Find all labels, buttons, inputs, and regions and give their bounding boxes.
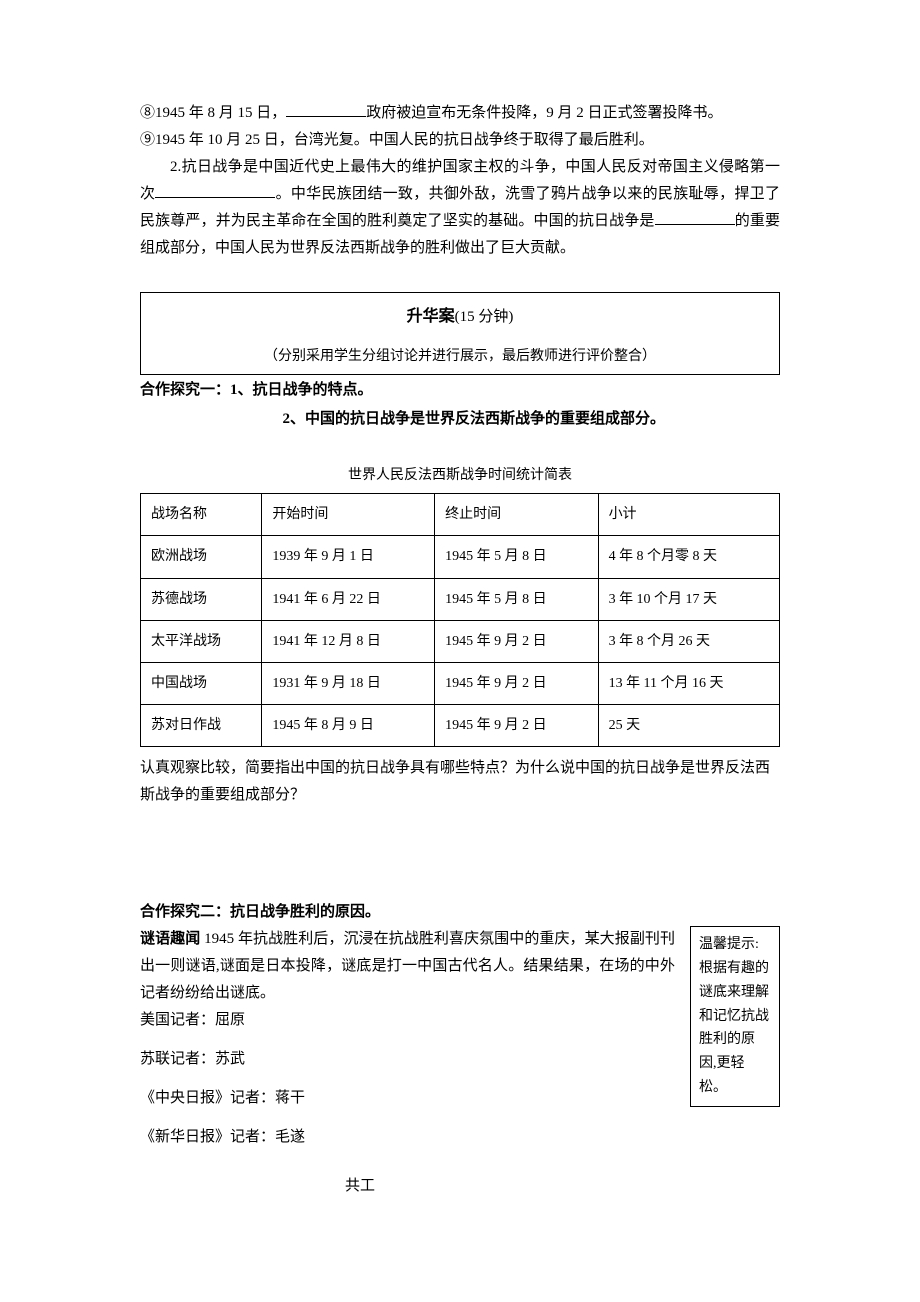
inquiry2-header: 合作探究二：抗日战争胜利的原因。	[140, 899, 780, 926]
inquiry1-line2: 2、中国的抗日战争是世界反法西斯战争的重要组成部分。	[140, 406, 780, 433]
tip-box: 温馨提示:根据有趣的谜底来理解和记忆抗战胜利的原因,更轻松。	[690, 926, 780, 1107]
line-8: ⑧1945 年 8 月 15 日， 政府被迫宣布无条件投降，9 月 2 日正式签署…	[140, 100, 780, 127]
section-sub: （分别采用学生分组讨论并进行展示，最后教师进行评价整合）	[156, 344, 764, 369]
section-duration: (15 分钟)	[455, 309, 514, 325]
table-row: 苏对日作战 1945 年 8 月 9 日 1945 年 9 月 2 日 25 天	[141, 705, 780, 747]
reporter-xinhua: 《新华日报》记者：毛遂	[140, 1124, 675, 1151]
table-row: 太平洋战场 1941 年 12 月 8 日 1945 年 9 月 2 日 3 年…	[141, 620, 780, 662]
table-caption: 世界人民反法西斯战争时间统计简表	[140, 463, 780, 488]
section-box: 升华案(15 分钟) （分别采用学生分组讨论并进行展示，最后教师进行评价整合）	[140, 292, 780, 375]
war-table: 战场名称 开始时间 终止时间 小计 欧洲战场 1939 年 9 月 1 日 19…	[140, 493, 780, 747]
table-row: 欧洲战场 1939 年 9 月 1 日 1945 年 5 月 8 日 4 年 8…	[141, 536, 780, 578]
reporter-central: 《中央日报》记者：蒋干	[140, 1085, 675, 1112]
col-name: 战场名称	[141, 494, 262, 536]
col-end: 终止时间	[435, 494, 598, 536]
inquiry1-header: 合作探究一：1、抗日战争的特点。	[140, 377, 780, 404]
col-start: 开始时间	[262, 494, 435, 536]
table-row: 中国战场 1931 年 9 月 18 日 1945 年 9 月 2 日 13 年…	[141, 662, 780, 704]
final-word: 共工	[140, 1173, 780, 1200]
line-9: ⑨1945 年 10 月 25 日，台湾光复。中国人民的抗日战争终于取得了最后胜…	[140, 127, 780, 154]
blank-first-time	[155, 183, 275, 198]
blank-government	[286, 102, 366, 117]
table-header-row: 战场名称 开始时间 终止时间 小计	[141, 494, 780, 536]
riddle-intro: 谜语趣闻 1945 年抗战胜利后，沉浸在抗战胜利喜庆氛围中的重庆，某大报副刊刊出…	[140, 926, 675, 1007]
riddle-label: 谜语趣闻	[140, 931, 200, 947]
section-title-row: 升华案(15 分钟)	[156, 303, 764, 332]
col-total: 小计	[598, 494, 779, 536]
riddle-body: 1945 年抗战胜利后，沉浸在抗战胜利喜庆氛围中的重庆，某大报副刊刊出一则谜语,…	[140, 931, 675, 1001]
riddle-container: 谜语趣闻 1945 年抗战胜利后，沉浸在抗战胜利喜庆氛围中的重庆，某大报副刊刊出…	[140, 926, 780, 1151]
paragraph-2: 2.抗日战争是中国近代史上最伟大的维护国家主权的斗争，中国人民反对帝国主义侵略第…	[140, 154, 780, 262]
line8-prefix: ⑧1945 年 8 月 15 日，	[140, 105, 286, 121]
table-question: 认真观察比较，简要指出中国的抗日战争具有哪些特点？为什么说中国的抗日战争是世界反…	[140, 755, 780, 809]
reporter-us: 美国记者：屈原	[140, 1007, 675, 1034]
table-row: 苏德战场 1941 年 6 月 22 日 1945 年 5 月 8 日 3 年 …	[141, 578, 780, 620]
riddle-text-block: 谜语趣闻 1945 年抗战胜利后，沉浸在抗战胜利喜庆氛围中的重庆，某大报副刊刊出…	[140, 926, 675, 1151]
line8-suffix: 政府被迫宣布无条件投降，9 月 2 日正式签署投降书。	[366, 105, 722, 121]
section-title: 升华案	[407, 308, 455, 325]
reporter-ussr: 苏联记者：苏武	[140, 1046, 675, 1073]
blank-war-part	[655, 210, 735, 225]
